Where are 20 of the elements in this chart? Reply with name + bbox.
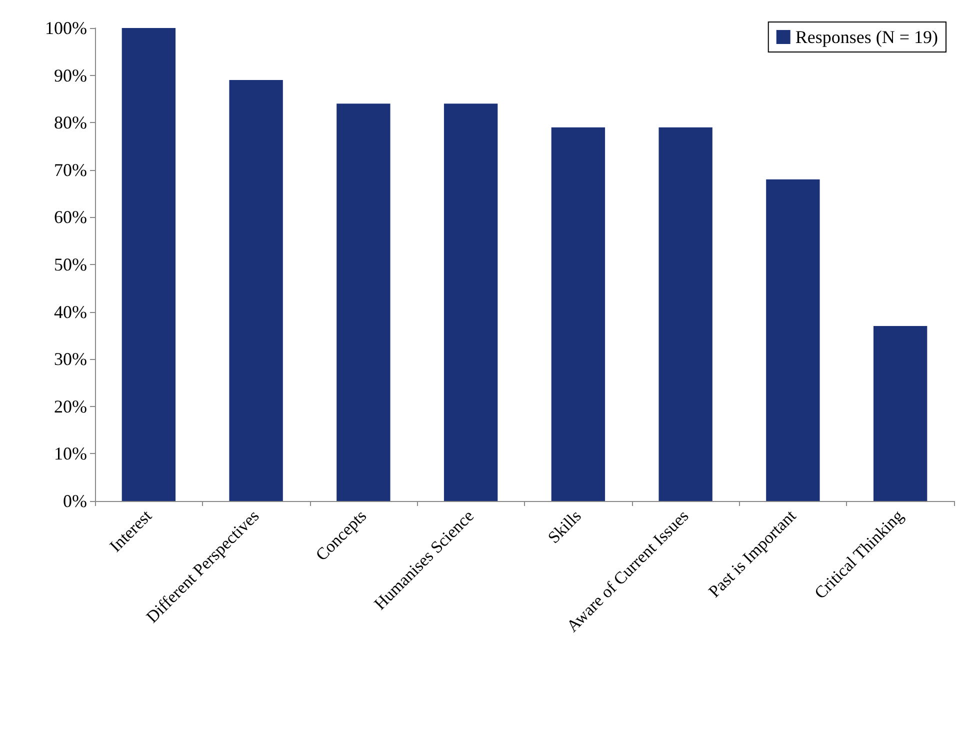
bar (658, 127, 712, 501)
y-tick-label: 40% (54, 302, 87, 322)
bar (336, 104, 390, 501)
y-tick-label: 100% (45, 18, 87, 38)
y-tick-label: 60% (54, 207, 87, 228)
bar (444, 104, 498, 501)
y-tick-label: 20% (54, 396, 87, 416)
legend-label: Responses (N = 19) (795, 27, 938, 47)
y-tick-label: 0% (63, 491, 87, 511)
bar (766, 179, 820, 501)
bar (122, 28, 176, 501)
y-tick-label: 50% (54, 254, 87, 274)
y-tick-label: 90% (54, 65, 87, 86)
bar (551, 127, 606, 501)
y-tick-label: 80% (54, 112, 87, 133)
bar (873, 326, 928, 501)
y-tick-label: 30% (54, 349, 87, 370)
y-tick-label: 10% (54, 444, 87, 464)
bar (229, 80, 283, 501)
y-tick-label: 70% (54, 160, 87, 180)
